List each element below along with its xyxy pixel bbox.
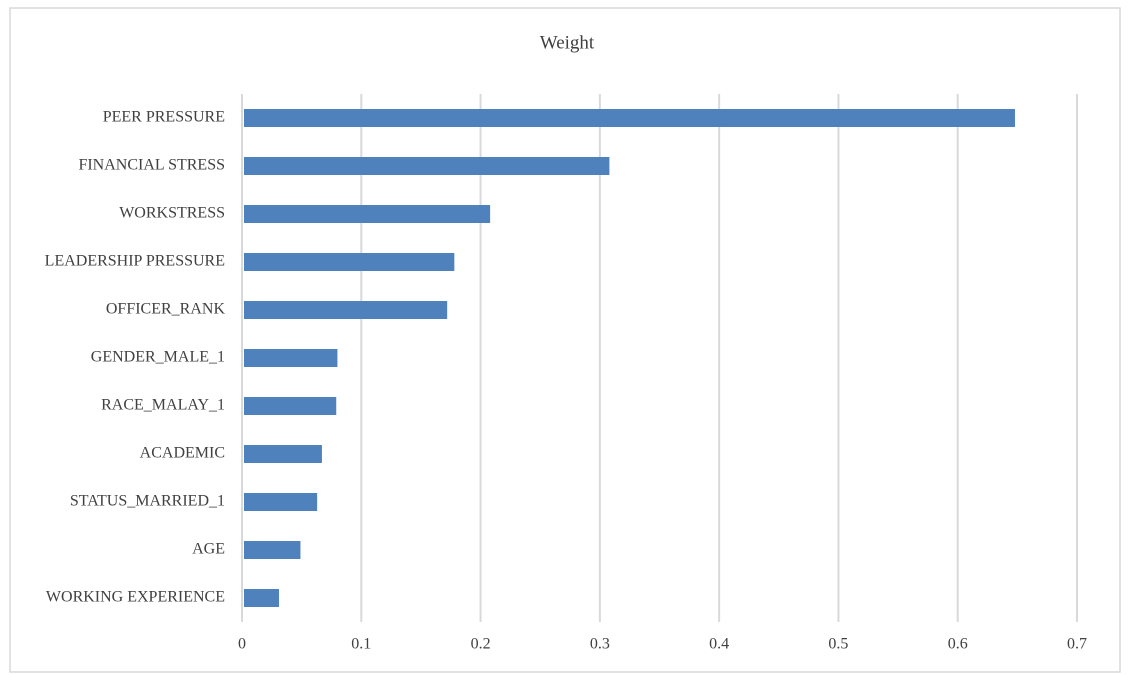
x-tick-label: 0.6 [948, 636, 968, 653]
chart-title: Weight [540, 32, 595, 53]
y-tick-label: FINANCIAL STRESS [78, 157, 225, 174]
chart-border [9, 7, 1121, 673]
x-tick-label: 0.1 [351, 636, 371, 653]
y-tick-label: WORKSTRESS [119, 205, 225, 222]
bar [244, 397, 337, 415]
y-tick-label: AGE [192, 541, 225, 558]
bar [244, 157, 610, 175]
y-tick-label: GENDER_MALE_1 [91, 349, 225, 366]
y-tick-label: STATUS_MARRIED_1 [70, 493, 225, 510]
bar [244, 205, 491, 223]
y-tick-label: LEADERSHIP PRESSURE [45, 253, 225, 270]
y-tick-label: ACADEMIC [140, 445, 225, 462]
y-tick-label: OFFICER_RANK [106, 301, 226, 318]
bar [244, 253, 455, 271]
bar [244, 541, 301, 559]
x-tick-label: 0.5 [828, 636, 848, 653]
y-tick-label: PEER PRESSURE [103, 109, 225, 126]
x-tick-label: 0 [238, 636, 246, 653]
bar [244, 109, 1015, 127]
bar [244, 349, 338, 367]
x-tick-label: 0.7 [1067, 636, 1087, 653]
bar [244, 445, 322, 463]
y-tick-label: RACE_MALAY_1 [101, 397, 225, 414]
bar [244, 493, 318, 511]
y-tick-label: WORKING EXPERIENCE [46, 589, 225, 606]
bar [244, 589, 279, 607]
x-tick-label: 0.2 [471, 636, 491, 653]
bar [244, 301, 448, 319]
x-tick-label: 0.4 [709, 636, 729, 653]
x-tick-label: 0.3 [590, 636, 610, 653]
